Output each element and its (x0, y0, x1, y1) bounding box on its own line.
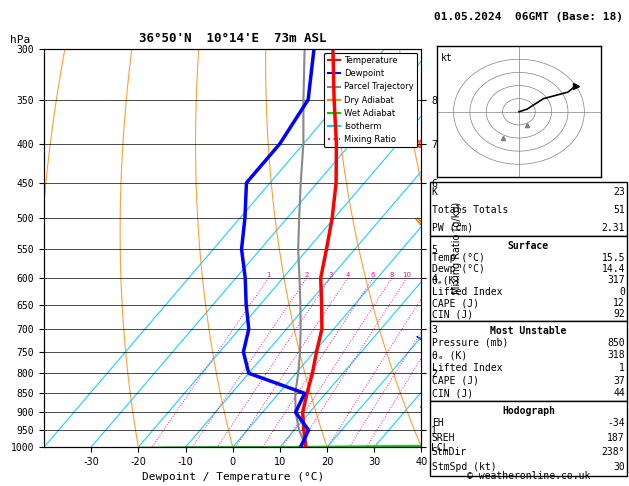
Text: θₑ (K): θₑ (K) (431, 350, 467, 361)
Text: 37: 37 (613, 376, 625, 386)
Text: Pressure (mb): Pressure (mb) (431, 338, 508, 348)
Text: 187: 187 (608, 433, 625, 443)
Text: Temp (°C): Temp (°C) (431, 253, 484, 263)
Text: 4: 4 (345, 272, 350, 278)
Text: Most Unstable: Most Unstable (490, 326, 567, 336)
Text: 850: 850 (608, 338, 625, 348)
Text: Lifted Index: Lifted Index (431, 363, 502, 373)
Text: 6: 6 (371, 272, 376, 278)
Text: 3: 3 (328, 272, 333, 278)
Text: PW (cm): PW (cm) (431, 223, 473, 233)
Text: CAPE (J): CAPE (J) (431, 376, 479, 386)
Text: 317: 317 (608, 276, 625, 285)
Text: CAPE (J): CAPE (J) (431, 298, 479, 308)
Legend: Temperature, Dewpoint, Parcel Trajectory, Dry Adiabat, Wet Adiabat, Isotherm, Mi: Temperature, Dewpoint, Parcel Trajectory… (325, 53, 417, 147)
Text: 0: 0 (619, 287, 625, 297)
Text: 318: 318 (608, 350, 625, 361)
Text: 2.31: 2.31 (601, 223, 625, 233)
Text: Hodograph: Hodograph (502, 406, 555, 416)
Text: CIN (J): CIN (J) (431, 310, 473, 319)
Text: CIN (J): CIN (J) (431, 388, 473, 399)
Text: EH: EH (431, 418, 443, 428)
FancyBboxPatch shape (430, 236, 627, 321)
Text: Dewp (°C): Dewp (°C) (431, 264, 484, 274)
Text: 238°: 238° (601, 447, 625, 457)
Text: 10: 10 (402, 272, 411, 278)
FancyBboxPatch shape (430, 182, 627, 236)
Text: 23: 23 (613, 187, 625, 197)
Text: 44: 44 (613, 388, 625, 399)
Text: 01.05.2024  06GMT (Base: 18): 01.05.2024 06GMT (Base: 18) (434, 12, 623, 22)
Text: θₑ(K): θₑ(K) (431, 276, 461, 285)
Text: Totals Totals: Totals Totals (431, 205, 508, 215)
Text: 2: 2 (304, 272, 309, 278)
Text: 14.4: 14.4 (601, 264, 625, 274)
Text: StmSpd (kt): StmSpd (kt) (431, 462, 496, 472)
Text: -34: -34 (608, 418, 625, 428)
FancyBboxPatch shape (430, 401, 627, 476)
Y-axis label: Mixing Ratio (g/kg): Mixing Ratio (g/kg) (452, 202, 462, 294)
Text: kt: kt (440, 53, 452, 63)
Text: © weatheronline.co.uk: © weatheronline.co.uk (467, 471, 590, 481)
Text: 92: 92 (613, 310, 625, 319)
Text: 12: 12 (613, 298, 625, 308)
X-axis label: Dewpoint / Temperature (°C): Dewpoint / Temperature (°C) (142, 472, 324, 483)
Text: hPa: hPa (10, 35, 30, 45)
FancyBboxPatch shape (430, 321, 627, 401)
Text: Surface: Surface (508, 241, 549, 251)
Text: 15.5: 15.5 (601, 253, 625, 263)
Text: 36°50'N  10°14'E  73m ASL: 36°50'N 10°14'E 73m ASL (139, 32, 326, 45)
Text: Lifted Index: Lifted Index (431, 287, 502, 297)
Text: SREH: SREH (431, 433, 455, 443)
Text: 8: 8 (389, 272, 394, 278)
Text: StmDir: StmDir (431, 447, 467, 457)
Text: 1: 1 (266, 272, 271, 278)
Text: 1: 1 (619, 363, 625, 373)
Text: 51: 51 (613, 205, 625, 215)
Text: K: K (431, 187, 438, 197)
Text: 30: 30 (613, 462, 625, 472)
